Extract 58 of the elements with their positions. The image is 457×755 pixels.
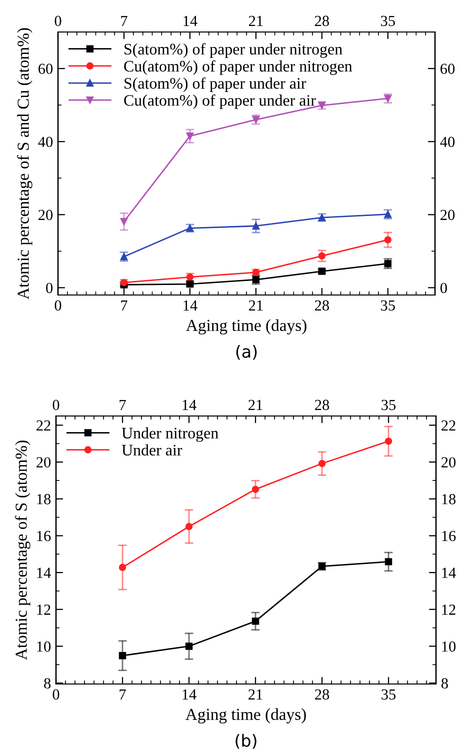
x2-tick-label: 14	[184, 16, 198, 26]
x2-tick-label: 7	[120, 400, 126, 410]
x2-tick-label: 7	[121, 16, 128, 26]
x2-tick-label: 35	[382, 400, 396, 410]
legend-label: Cu(atom%) of paper under nitrogen	[124, 60, 352, 75]
x-axis-title: Aging time (days)	[186, 319, 306, 334]
y-tick-label: 12	[37, 604, 50, 615]
x-tick-label: 21	[248, 300, 263, 310]
y-axis-title: Atomic percentage of S (atom%)	[14, 440, 30, 660]
y2-tick-label: 40	[440, 136, 455, 148]
legend-label: Under air	[122, 444, 182, 456]
y-tick-label: 20	[38, 210, 53, 220]
x-tick-label: 14	[182, 689, 196, 700]
x-tick-label: 7	[120, 689, 126, 700]
y-axis-title: Atomic percentage of S and Cu (atom%)	[16, 28, 32, 300]
y2-tick-label: 10	[442, 641, 456, 652]
y2-tick-label: 22	[442, 420, 456, 431]
x2-tick-label: 14	[182, 400, 196, 410]
x2-tick-label: 35	[380, 16, 395, 26]
x-tick-label: 28	[315, 689, 330, 700]
y-tick-label: 8	[44, 678, 51, 689]
y-tick-label: 60	[38, 64, 53, 74]
y2-tick-label: 20	[440, 210, 455, 220]
y2-tick-label: 20	[442, 457, 456, 468]
y2-tick-label: 0	[440, 282, 447, 294]
y2-tick-label: 14	[442, 568, 456, 578]
y2-tick-label: 8	[441, 678, 448, 689]
text: (a)	[236, 344, 257, 360]
legend-label: Cu(atom%) of paper under air	[124, 94, 316, 110]
x2-tick-label: 21	[248, 16, 263, 26]
y-tick-label: 0	[46, 282, 53, 294]
y-tick-label: 10	[37, 641, 51, 652]
x-tick-label: 35	[380, 300, 395, 311]
y-tick-label: 20	[36, 457, 51, 468]
y2-tick-label: 12	[442, 604, 456, 615]
x-tick-label: 14	[184, 300, 198, 310]
x-axis-title: Aging time (days)	[186, 708, 306, 724]
y-tick-label: 40	[38, 136, 53, 148]
x-tick-label: 7	[121, 300, 128, 310]
y2-tick-label: 60	[440, 64, 455, 74]
x2-tick-label: 0	[54, 16, 62, 26]
legend-label: Under nitrogen	[122, 427, 218, 442]
legend-label: S(atom%) of paper under nitrogen	[124, 43, 342, 58]
y2-tick-label: 16	[442, 530, 456, 542]
text: (b)	[236, 734, 256, 749]
x2-tick-label: 21	[248, 400, 262, 410]
y-tick-label: 14	[37, 568, 51, 578]
x-tick-label: 0	[54, 300, 62, 311]
x-tick-label: 21	[248, 689, 262, 700]
y-tick-label: 16	[37, 530, 51, 542]
y2-tick-label: 18	[442, 494, 456, 504]
x2-tick-label: 28	[314, 16, 329, 26]
legend-label: S(atom%) of paper under air	[124, 77, 306, 92]
y-tick-label: 22	[36, 420, 50, 431]
y-tick-label: 18	[37, 494, 51, 504]
x2-tick-label: 28	[315, 400, 330, 410]
x-tick-label: 28	[314, 300, 329, 311]
x-tick-label: 35	[382, 689, 396, 700]
